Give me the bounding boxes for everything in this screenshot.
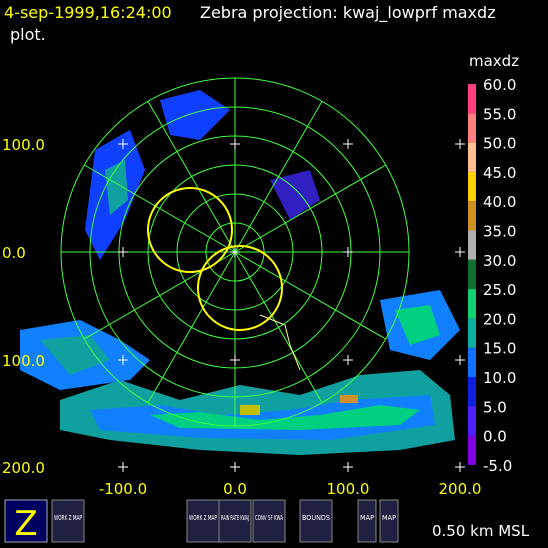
colorbar-label: 25.0 <box>483 281 516 299</box>
button[interactable]: MAP <box>379 499 399 543</box>
button-face <box>51 499 85 543</box>
colorbar-segment <box>468 406 476 436</box>
y-axis-label: 0.0 <box>2 244 26 262</box>
button-label: CONV SF KWA <box>255 514 283 522</box>
button[interactable]: CONV SF KWA <box>252 499 286 543</box>
colorbar-label: 60.0 <box>483 76 516 94</box>
button-label: RAIN RATE KWAJ <box>221 514 249 522</box>
colorbar-label: 55.0 <box>483 105 516 123</box>
title-cont: plot. <box>10 25 46 44</box>
colorbar-label: -5.0 <box>483 457 512 475</box>
altitude-label: 0.50 km MSL <box>432 522 530 540</box>
button[interactable]: BOUNDS <box>299 499 333 543</box>
colorbar-label: 15.0 <box>483 340 516 358</box>
title: Zebra projection: kwaj_lowprf maxdz <box>200 3 496 23</box>
colorbar-segment <box>468 435 476 465</box>
button-face <box>186 499 220 543</box>
x-axis-label: 200.0 <box>439 480 482 498</box>
spoke <box>234 251 323 403</box>
colorbar-label: 20.0 <box>483 310 516 328</box>
colorbar-segment <box>468 318 476 348</box>
colorbar-segment <box>468 259 476 290</box>
spoke <box>234 101 323 253</box>
button-label: WORK Z MAP <box>189 514 217 522</box>
y-axis-label: 100.0 <box>2 352 45 370</box>
colorbar-label: 35.0 <box>483 223 516 241</box>
overlay-circles <box>147 187 301 371</box>
colorbar-segment <box>468 113 476 143</box>
colorbar-label: 5.0 <box>483 398 507 416</box>
colorbar-segment <box>468 347 476 377</box>
zebra-logo <box>4 499 48 543</box>
x-axis-label: 100.0 <box>327 480 370 498</box>
y-axis-label: 100.0 <box>2 136 45 154</box>
button-label: MAP <box>360 514 374 522</box>
spoke <box>147 251 236 403</box>
button-face <box>299 499 333 543</box>
colorbar-segment <box>468 201 476 231</box>
colorbar-label: 40.0 <box>483 193 516 211</box>
button[interactable]: WORK Z MAP <box>186 499 220 543</box>
button-label: WORK Z MAP <box>54 514 82 522</box>
colorbar-label: 30.0 <box>483 252 516 270</box>
colorbar-segment <box>468 377 476 407</box>
y-axis-label: 200.0 <box>2 459 45 477</box>
colorbar-segment <box>468 84 476 114</box>
radar-echoes <box>20 90 460 455</box>
button[interactable]: WORK Z MAP <box>51 499 85 543</box>
x-axis-label: -100.0 <box>99 480 147 498</box>
colorbar-label: 45.0 <box>483 164 516 182</box>
colorbar-segment <box>468 289 476 319</box>
spoke <box>84 164 236 253</box>
grid-crosses <box>118 139 465 472</box>
button-face <box>252 499 286 543</box>
colorbar-segment <box>468 142 476 172</box>
button-label: MAP <box>382 514 396 522</box>
button-face <box>379 499 399 543</box>
spoke <box>234 251 386 340</box>
zebra-z: Z <box>14 504 37 544</box>
button-label: BOUNDS <box>302 514 331 522</box>
spoke <box>147 101 236 253</box>
button[interactable]: RAIN RATE KWAJ <box>218 499 252 543</box>
button[interactable]: MAP <box>357 499 377 543</box>
spoke <box>234 164 386 253</box>
button-face <box>218 499 252 543</box>
button-face <box>357 499 377 543</box>
colorbar-segment <box>468 230 476 260</box>
colorbar-label: 10.0 <box>483 369 516 387</box>
colorbar-label: 0.0 <box>483 428 507 446</box>
x-axis-label: 0.0 <box>223 480 247 498</box>
colorbar-segment <box>468 171 476 202</box>
time-label: 4-sep-1999,16:24:00 <box>4 3 172 22</box>
colorbar-label: 50.0 <box>483 135 516 153</box>
colorbar-title: maxdz <box>469 52 519 70</box>
